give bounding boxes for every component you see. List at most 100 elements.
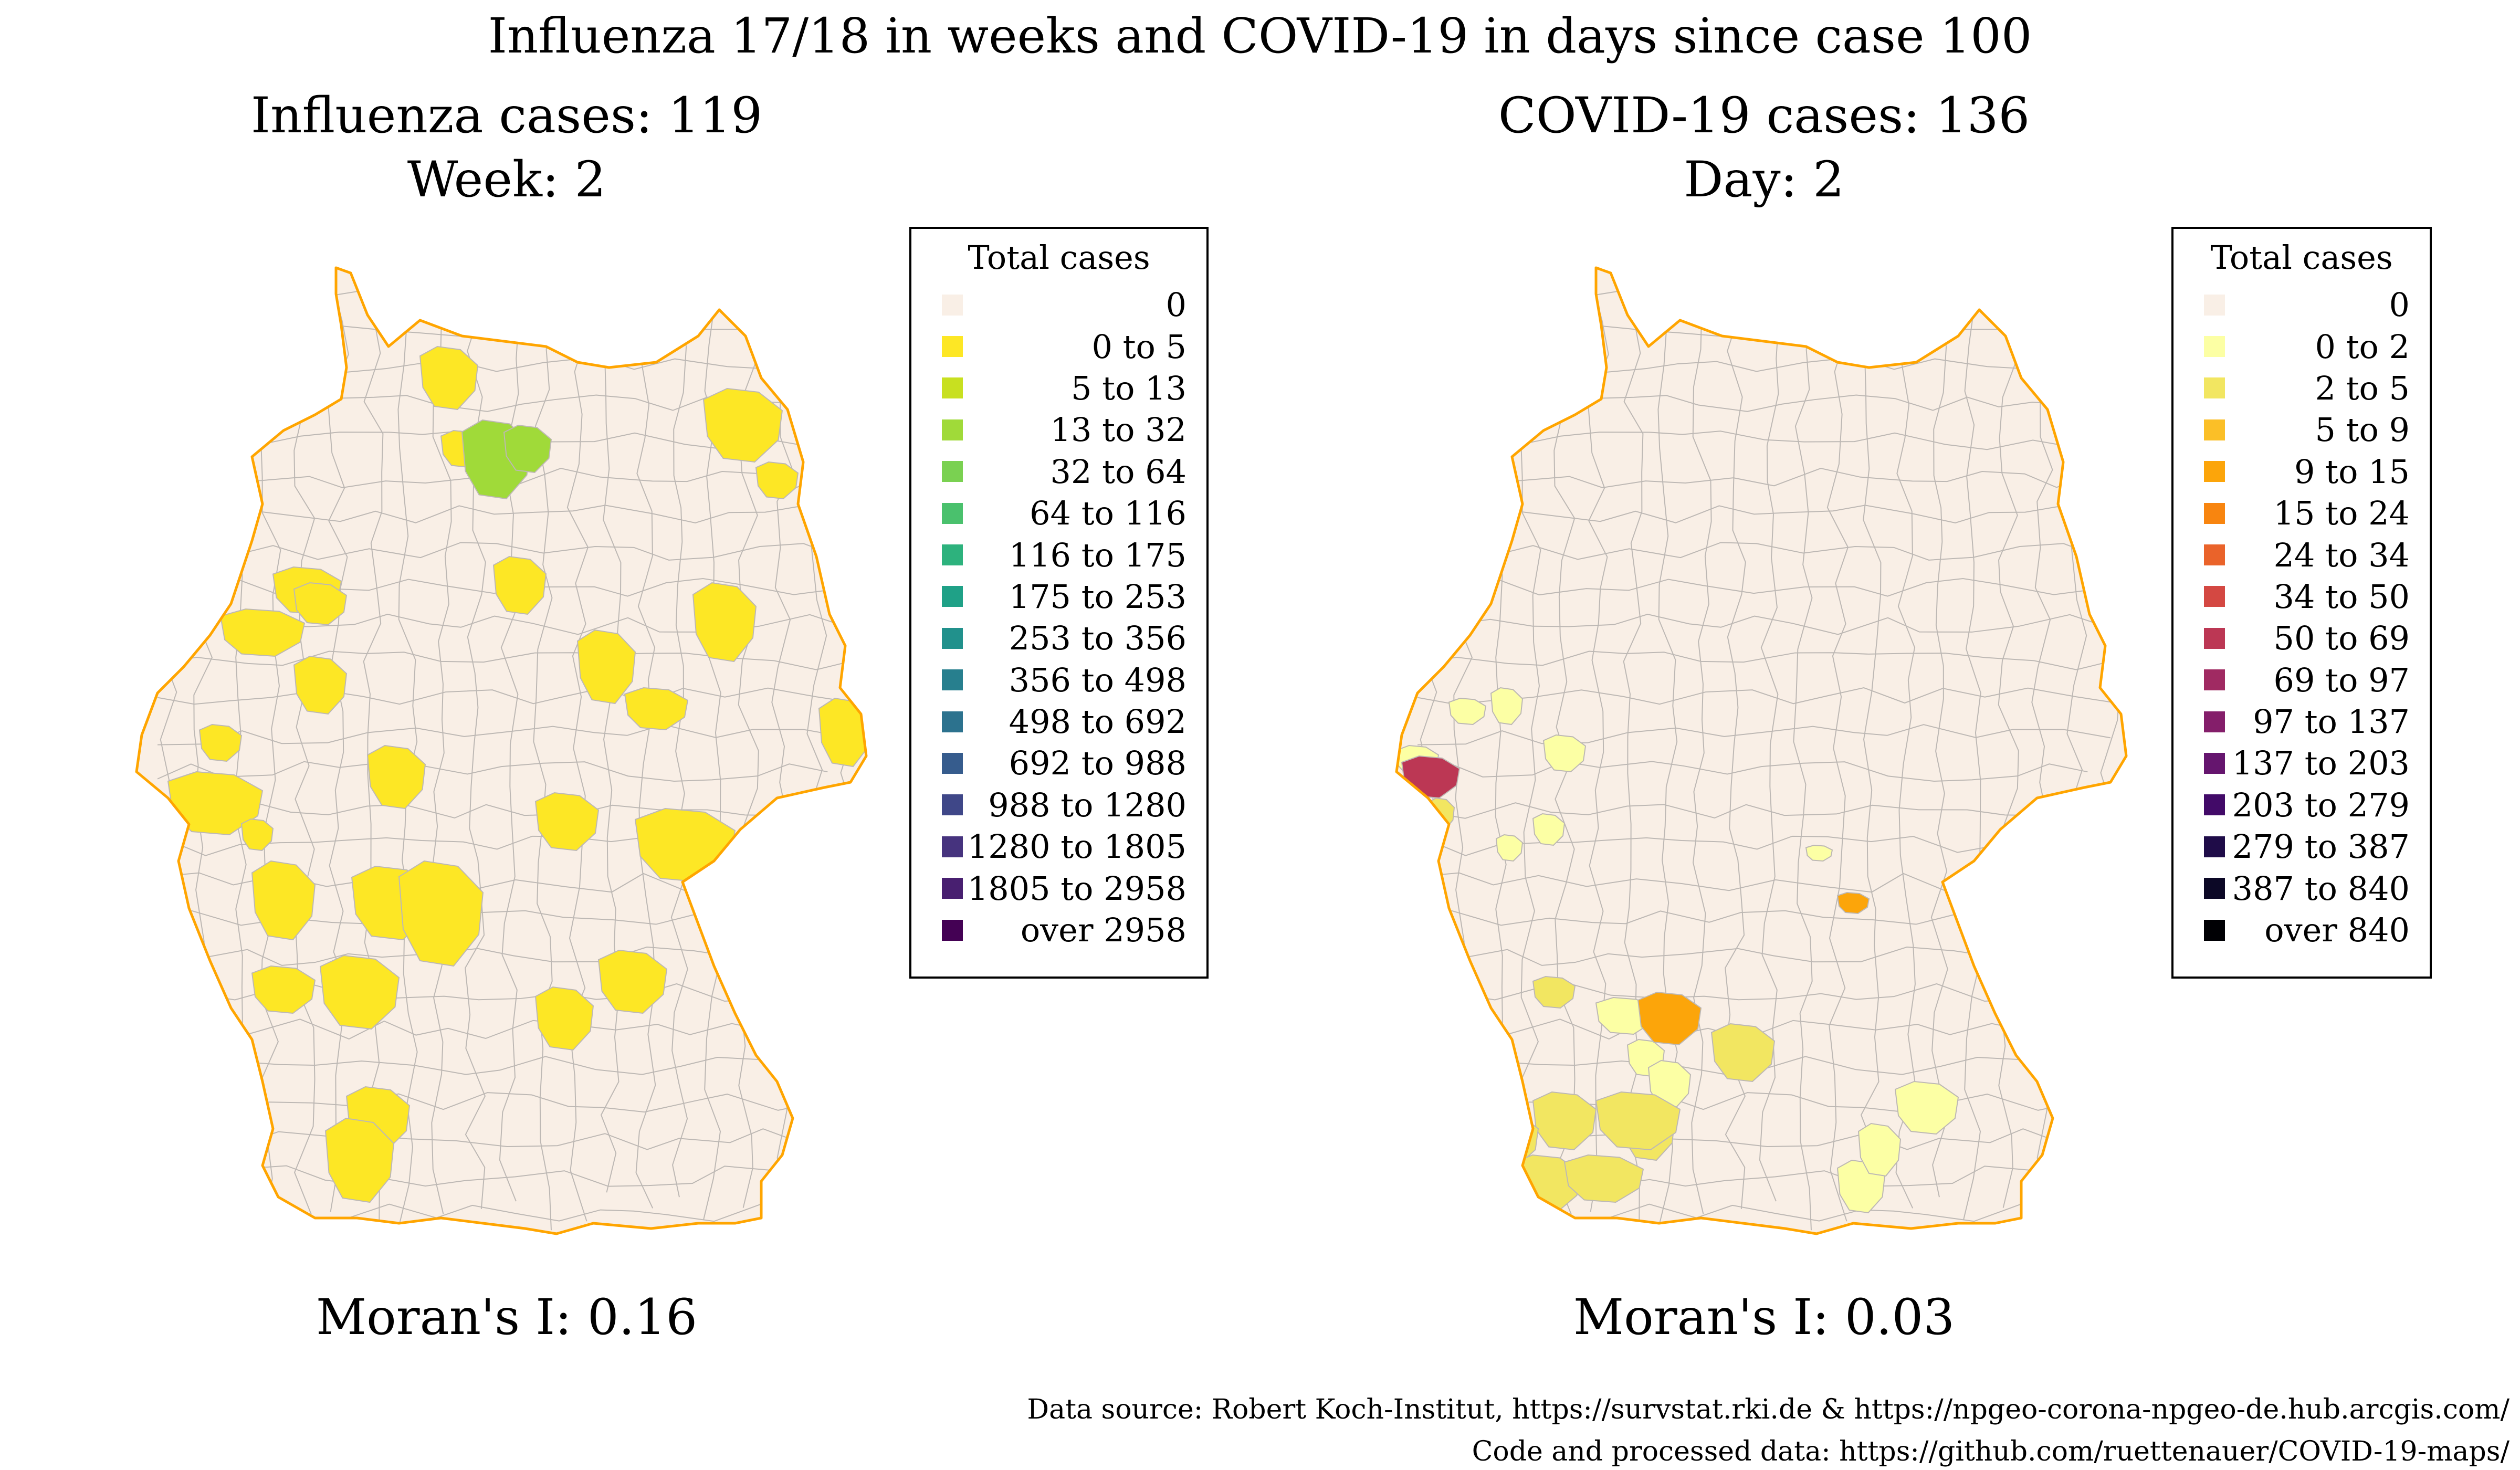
legend-swatch bbox=[2204, 919, 2225, 941]
district-region bbox=[1637, 991, 1702, 1046]
district-region bbox=[1857, 1122, 1902, 1177]
legend-label: 34 to 50 bbox=[2273, 577, 2410, 616]
district-region bbox=[1595, 1091, 1681, 1151]
legend-swatch bbox=[942, 627, 963, 649]
data-source-caption: Data source: Robert Koch-Institut, https… bbox=[1027, 1394, 2510, 1425]
legend-label: 2 to 5 bbox=[2315, 369, 2410, 407]
district-region bbox=[492, 555, 547, 615]
district-region bbox=[597, 949, 668, 1014]
legend-swatch bbox=[2204, 794, 2225, 816]
district-region bbox=[1836, 891, 1870, 915]
district-region bbox=[366, 744, 426, 810]
legend-swatch bbox=[942, 878, 963, 899]
district-region bbox=[1495, 834, 1524, 862]
legend-label: 1280 to 1805 bbox=[967, 827, 1186, 866]
legend-entry: 97 to 137 bbox=[2174, 701, 2430, 742]
legend-label: 203 to 279 bbox=[2232, 785, 2410, 824]
district-region bbox=[398, 860, 484, 967]
legend-entry: 253 to 356 bbox=[911, 617, 1206, 659]
district-region bbox=[219, 608, 306, 657]
legend-entry: 15 to 24 bbox=[2174, 492, 2430, 534]
district-region bbox=[1532, 1091, 1597, 1151]
legend-label: 97 to 137 bbox=[2253, 702, 2410, 741]
district-region bbox=[240, 818, 274, 852]
legend-label: 498 to 692 bbox=[1009, 702, 1186, 741]
district-region bbox=[755, 461, 799, 500]
district-region bbox=[1710, 1023, 1776, 1083]
legend-swatch bbox=[2204, 461, 2225, 482]
covid-morans-i: Moran's I: 0.03 bbox=[1573, 1289, 1955, 1346]
legend-swatch bbox=[2204, 502, 2225, 524]
legend-swatch bbox=[2204, 294, 2225, 316]
legend-swatch bbox=[2204, 336, 2225, 358]
legend-label: 15 to 24 bbox=[2273, 494, 2410, 533]
legend-entry: 32 to 64 bbox=[911, 451, 1206, 492]
legend-swatch bbox=[2204, 669, 2225, 691]
district-region bbox=[534, 792, 600, 852]
legend-swatch bbox=[942, 336, 963, 358]
legend-swatch bbox=[2204, 711, 2225, 732]
district-region bbox=[534, 986, 594, 1051]
covid-cases-label: COVID-19 cases: 136 bbox=[1498, 87, 2030, 144]
legend-title: Total cases bbox=[2210, 238, 2393, 277]
legend-title: Total cases bbox=[968, 238, 1150, 277]
district-region bbox=[324, 1117, 395, 1203]
legend-swatch bbox=[2204, 878, 2225, 899]
legend-swatch bbox=[2204, 377, 2225, 399]
legend-label: 116 to 175 bbox=[1009, 536, 1186, 574]
legend-label: 175 to 253 bbox=[1009, 577, 1186, 616]
district-region bbox=[1894, 1080, 1959, 1135]
legend-swatch bbox=[2204, 586, 2225, 607]
legend-entry: 9 to 15 bbox=[2174, 451, 2430, 492]
legend-entry: 34 to 50 bbox=[2174, 576, 2430, 617]
legend-swatch bbox=[942, 461, 963, 482]
district-region bbox=[1490, 687, 1524, 726]
district-region bbox=[251, 965, 316, 1014]
legend-entry: 2 to 5 bbox=[2174, 368, 2430, 409]
figure-title: Influenza 17/18 in weeks and COVID-19 in… bbox=[488, 8, 2032, 64]
legend-entry: 387 to 840 bbox=[2174, 867, 2430, 909]
legend-label: 356 to 498 bbox=[1009, 660, 1186, 699]
legend-swatch bbox=[942, 919, 963, 941]
district-region bbox=[293, 655, 348, 715]
district-region bbox=[503, 424, 552, 474]
district-region bbox=[702, 387, 783, 463]
legend-entry: 175 to 253 bbox=[911, 576, 1206, 617]
legend-label: 32 to 64 bbox=[1050, 452, 1186, 491]
country-fill bbox=[136, 268, 866, 1234]
legend-entry: 64 to 116 bbox=[911, 492, 1206, 534]
legend-entry: 498 to 692 bbox=[911, 701, 1206, 742]
legend-entry: 0 to 5 bbox=[911, 326, 1206, 367]
district-region bbox=[1805, 844, 1833, 862]
legend-swatch bbox=[942, 669, 963, 691]
district-region bbox=[1563, 1154, 1644, 1203]
legend-swatch bbox=[2204, 836, 2225, 857]
legend-label: 692 to 988 bbox=[1009, 744, 1186, 783]
legend-swatch bbox=[942, 419, 963, 440]
district-region bbox=[419, 345, 479, 411]
district-region bbox=[1532, 813, 1566, 846]
legend-swatch bbox=[942, 544, 963, 566]
legend-swatch bbox=[2204, 627, 2225, 649]
legend-entry: 69 to 97 bbox=[2174, 659, 2430, 701]
district-region bbox=[576, 629, 636, 705]
legend-entry: 0 bbox=[911, 284, 1206, 326]
legend-swatch bbox=[2204, 752, 2225, 774]
legend-entry: 279 to 387 bbox=[2174, 826, 2430, 867]
country-border bbox=[1395, 266, 2128, 1235]
legend-entry: 1280 to 1805 bbox=[911, 826, 1206, 867]
legend-swatch bbox=[942, 836, 963, 857]
legend-label: 253 to 356 bbox=[1009, 619, 1186, 658]
legend-label: 0 to 2 bbox=[2315, 327, 2410, 366]
legend-label: 279 to 387 bbox=[2232, 827, 2410, 866]
country-fill bbox=[1396, 268, 2126, 1234]
influenza-morans-i: Moran's I: 0.16 bbox=[316, 1289, 698, 1346]
legend-entry: 988 to 1280 bbox=[911, 784, 1206, 826]
code-caption: Code and processed data: https://github.… bbox=[1472, 1436, 2510, 1467]
legend-label: 1805 to 2958 bbox=[967, 869, 1186, 908]
district-region bbox=[1411, 818, 1440, 852]
legend-entry: 5 to 9 bbox=[2174, 409, 2430, 450]
legend-swatch bbox=[942, 294, 963, 316]
